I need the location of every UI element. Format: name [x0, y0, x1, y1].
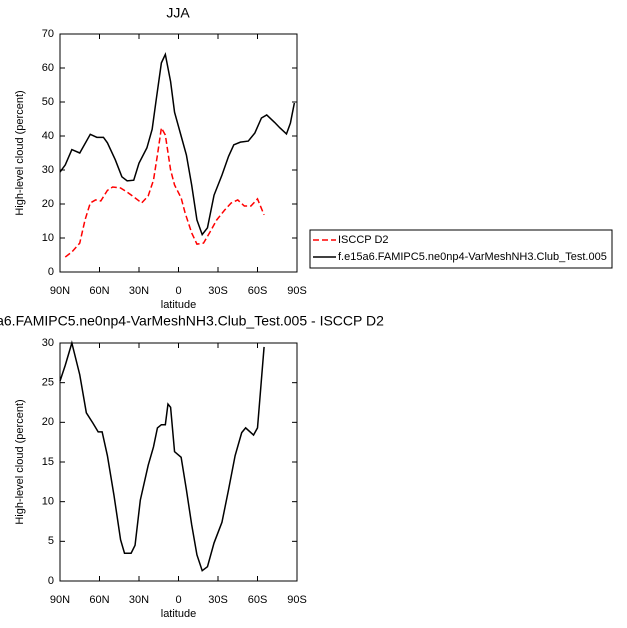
x-tick-label: 90N: [50, 285, 70, 297]
y-tick-label: 30: [42, 337, 54, 349]
legend-label: f.e15a6.FAMIPC5.ne0np4-VarMeshNH3.Club_T…: [338, 251, 607, 263]
legend-box: [309, 229, 613, 269]
data-line: [64, 125, 265, 258]
x-tick-label: 30N: [129, 285, 149, 297]
chart-title: a6.FAMIPC5.ne0np4-VarMeshNH3.Club_Test.0…: [0, 313, 384, 329]
x-tick-label: 60S: [248, 285, 268, 297]
y-tick-label: 60: [42, 62, 54, 74]
x-axis-label: latitude: [161, 608, 196, 620]
y-tick-label: 40: [42, 130, 54, 142]
y-tick-label: 20: [42, 416, 54, 428]
x-tick-label: 0: [175, 594, 181, 606]
y-tick-label: 15: [42, 456, 54, 468]
x-tick-label: 60S: [248, 594, 268, 606]
data-line: [59, 340, 265, 572]
y-tick-label: 30: [42, 164, 54, 176]
x-tick-label: 30S: [208, 285, 228, 297]
plot-frame: [59, 33, 298, 273]
x-tick-label: 90S: [287, 594, 307, 606]
x-tick-label: 60N: [89, 285, 109, 297]
legend-label: ISCCP D2: [338, 234, 389, 246]
y-tick-label: 10: [42, 496, 54, 508]
y-tick-label: 70: [42, 28, 54, 40]
y-tick-label: 20: [42, 198, 54, 210]
y-axis-label: High-level cloud (percent): [14, 399, 26, 524]
x-axis-label: latitude: [161, 299, 196, 311]
x-tick-label: 0: [175, 285, 181, 297]
y-axis-label: High-level cloud (percent): [14, 90, 26, 215]
y-tick-label: 0: [48, 266, 54, 278]
x-tick-label: 90N: [50, 594, 70, 606]
y-tick-label: 5: [48, 535, 54, 547]
y-tick-label: 50: [42, 96, 54, 108]
y-tick-label: 25: [42, 377, 54, 389]
y-tick-label: 10: [42, 232, 54, 244]
x-tick-label: 30S: [208, 594, 228, 606]
chart-title: JJA: [166, 5, 190, 21]
data-line: [59, 51, 296, 237]
x-tick-label: 60N: [89, 594, 109, 606]
x-tick-label: 90S: [287, 285, 307, 297]
y-tick-label: 0: [48, 575, 54, 587]
x-tick-label: 30N: [129, 594, 149, 606]
